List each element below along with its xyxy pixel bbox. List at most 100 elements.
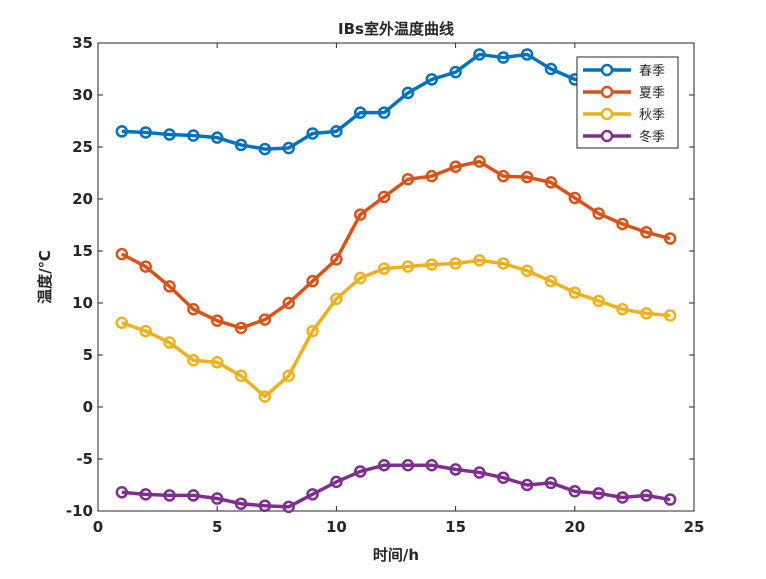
data-point	[163, 280, 176, 293]
data-point	[187, 353, 200, 367]
data-point	[353, 208, 367, 221]
data-point	[282, 141, 295, 155]
legend-marker	[600, 107, 614, 121]
data-point	[282, 500, 295, 514]
chart-title: IBs室外温度曲线	[338, 20, 454, 38]
data-point	[353, 271, 367, 285]
legend-label: 春季	[639, 64, 665, 79]
x-tick-label: 10	[326, 518, 347, 536]
data-point	[544, 274, 558, 288]
data-point	[640, 307, 653, 320]
data-point	[353, 106, 367, 119]
data-point	[616, 302, 629, 316]
y-tick-label: -5	[76, 450, 93, 468]
data-point	[139, 488, 152, 501]
data-point	[330, 125, 343, 138]
legend-marker	[600, 85, 614, 99]
legend-marker	[600, 63, 614, 77]
data-point	[520, 478, 534, 492]
y-tick-label: 5	[83, 346, 93, 364]
x-tick-label: 5	[212, 518, 222, 536]
data-point	[592, 294, 605, 308]
y-tick-label: 35	[72, 34, 93, 52]
data-point	[210, 492, 224, 505]
data-point	[210, 356, 224, 369]
y-tick-label: 10	[72, 294, 93, 312]
data-point	[449, 257, 462, 270]
data-point	[258, 390, 272, 403]
data-point	[330, 475, 343, 489]
x-tick-label: 0	[93, 518, 103, 536]
data-point	[377, 262, 391, 275]
data-point	[473, 48, 486, 61]
data-point	[425, 169, 439, 183]
legend-label: 秋季	[639, 108, 665, 123]
data-point	[544, 62, 558, 76]
data-point	[663, 232, 677, 245]
axes-box	[97, 42, 695, 512]
x-tick-label: 25	[684, 518, 705, 536]
data-point	[544, 476, 558, 490]
y-tick-label: 20	[72, 190, 93, 208]
data-point	[163, 489, 176, 502]
data-point	[568, 484, 582, 498]
data-point	[234, 321, 248, 335]
series-4	[115, 458, 677, 514]
data-point	[473, 155, 486, 168]
data-point	[282, 296, 295, 310]
data-point	[497, 51, 510, 64]
x-tick-label: 20	[564, 518, 585, 536]
y-tick-label: 0	[83, 398, 93, 416]
y-tick-label: -10	[66, 502, 93, 520]
y-tick-label: 30	[72, 86, 93, 104]
legend-label: 冬季	[639, 129, 665, 145]
data-point	[377, 190, 391, 204]
data-point	[568, 286, 582, 299]
data-point	[306, 127, 319, 140]
data-point	[663, 493, 677, 506]
data-point	[497, 169, 510, 183]
data-point	[187, 302, 200, 316]
data-point	[258, 499, 272, 513]
data-point	[425, 458, 439, 472]
data-point	[377, 106, 391, 119]
data-point	[330, 292, 343, 306]
data-point	[449, 160, 462, 174]
data-point	[306, 274, 319, 288]
data-point	[473, 254, 486, 267]
data-point	[377, 458, 391, 472]
data-point	[449, 65, 462, 79]
data-point	[210, 131, 224, 144]
data-point	[616, 217, 629, 231]
data-point	[640, 226, 653, 239]
data-point	[401, 458, 415, 472]
data-point	[544, 176, 558, 189]
data-point	[663, 309, 677, 322]
series-2	[115, 155, 677, 335]
data-point	[497, 257, 510, 270]
data-point	[425, 258, 439, 271]
data-point	[115, 247, 129, 261]
data-point	[234, 497, 248, 510]
data-point	[401, 260, 415, 273]
y-tick-label: 15	[72, 242, 93, 260]
data-point	[210, 314, 224, 327]
data-point	[163, 128, 176, 141]
x-axis-title: 时间/h	[373, 546, 419, 564]
data-point	[520, 48, 534, 61]
data-point	[592, 487, 605, 500]
data-point	[401, 86, 415, 100]
legend-marker	[600, 129, 614, 143]
data-point	[258, 142, 272, 156]
data-point	[520, 264, 534, 278]
data-point	[115, 125, 129, 138]
data-point	[139, 126, 152, 139]
data-point	[163, 336, 176, 349]
data-point	[640, 489, 653, 502]
data-point	[425, 73, 439, 86]
data-point	[568, 191, 582, 205]
data-point	[115, 316, 129, 330]
